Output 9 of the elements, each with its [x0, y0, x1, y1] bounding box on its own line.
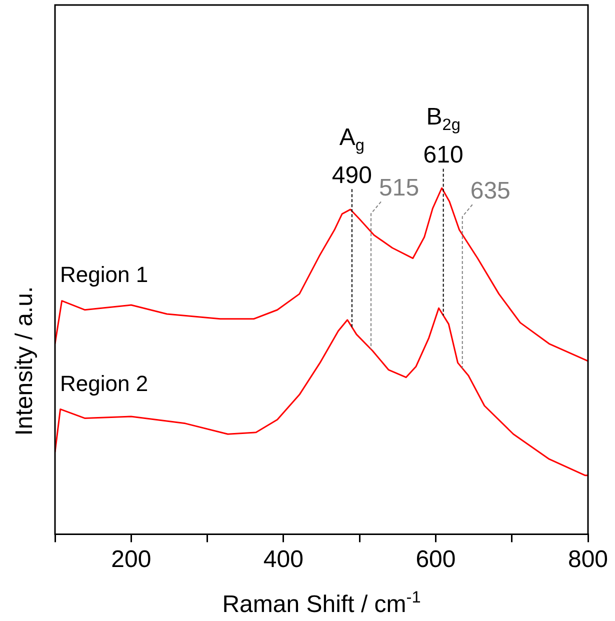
series-label: Region 1 — [60, 262, 148, 288]
ref-line-label: 635 — [470, 178, 510, 205]
ref-line-label: 515 — [378, 174, 420, 202]
x-tick-label: 200 — [111, 546, 152, 574]
y-axis-title: Intensity / a.u. — [11, 286, 38, 436]
x-tick-label: 400 — [263, 546, 304, 574]
x-tick-label: 600 — [416, 546, 456, 574]
x-tick-label: 800 — [568, 546, 608, 574]
series-label: Region 2 — [60, 370, 148, 396]
